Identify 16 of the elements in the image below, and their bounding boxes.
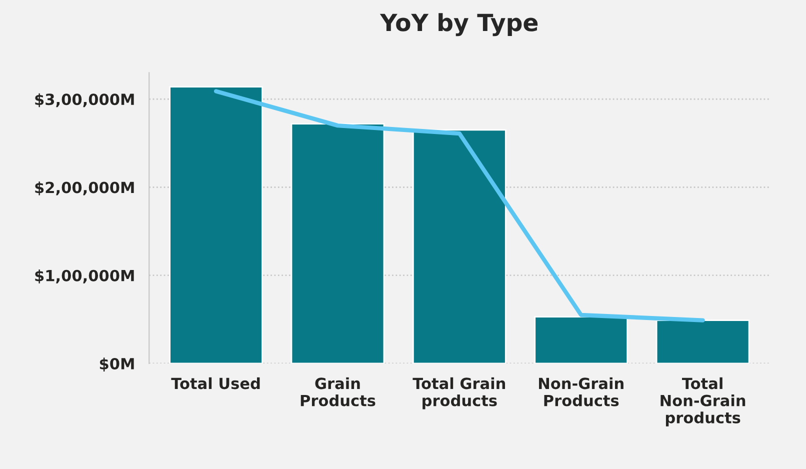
x-tick-label: Total Grain products xyxy=(412,377,506,410)
y-tick-label: $3,00,000M xyxy=(35,93,134,108)
x-tick-label: Non-Grain Products xyxy=(539,377,624,406)
y-tick-label: $1,00,000M xyxy=(35,270,134,284)
bar xyxy=(656,320,750,364)
bar xyxy=(412,129,506,364)
x-tick-label: Total Non-Grain products xyxy=(660,377,746,426)
bar xyxy=(290,123,385,364)
x-tick-label: Total Used xyxy=(171,377,260,390)
bar xyxy=(534,316,628,364)
line-series xyxy=(214,89,705,322)
y-tick-label: $2,00,000M xyxy=(35,181,134,196)
bar xyxy=(169,86,263,364)
x-tick-label: Grain Products xyxy=(300,377,376,406)
y-tick-label: $0M xyxy=(100,358,134,372)
chart-title: YoY by Type xyxy=(380,13,538,36)
